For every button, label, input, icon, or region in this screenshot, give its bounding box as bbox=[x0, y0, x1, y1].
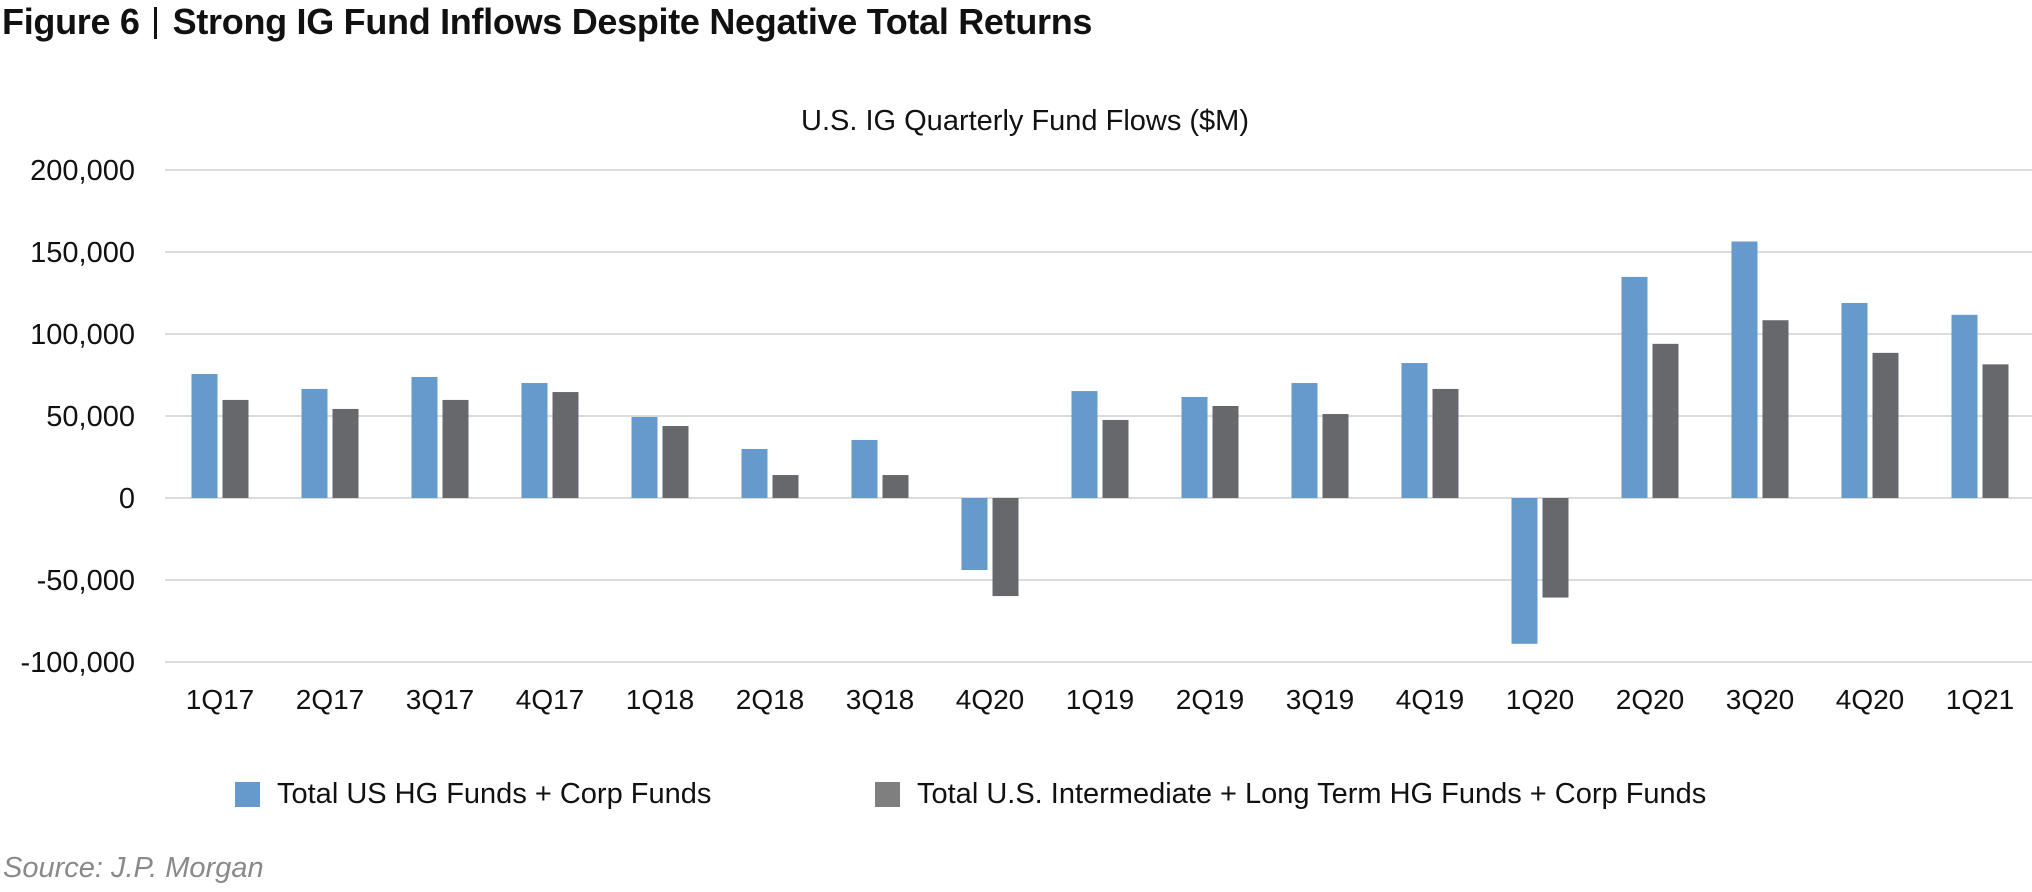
x-tick-label: 2Q20 bbox=[1616, 684, 1685, 715]
bar-series1-1q17 bbox=[191, 374, 218, 498]
bar-series2-1q18 bbox=[662, 426, 689, 498]
bar-series2-4q19 bbox=[1432, 388, 1459, 498]
legend-swatch-gray bbox=[875, 781, 900, 807]
x-tick-label: 4Q20 bbox=[1836, 684, 1905, 715]
bar-series2-1q17 bbox=[222, 399, 249, 498]
y-tick-label: 0 bbox=[119, 483, 135, 515]
bar-series2-3q18 bbox=[882, 475, 909, 498]
x-tick-label: 3Q18 bbox=[846, 684, 915, 715]
chart-title: U.S. IG Quarterly Fund Flows ($M) bbox=[801, 105, 1249, 137]
legend-item-series1: Total US HG Funds + Corp Funds bbox=[235, 774, 711, 814]
x-tick-label: 3Q20 bbox=[1726, 684, 1795, 715]
x-tick-label: 4Q19 bbox=[1396, 684, 1465, 715]
figure-label: Figure 6 bbox=[2, 1, 140, 42]
bar-series2-4q17 bbox=[552, 392, 579, 498]
bar-series1-3q17 bbox=[411, 376, 438, 498]
y-tick-label: 100,000 bbox=[30, 319, 135, 351]
bar-series1-4q19 bbox=[1401, 363, 1428, 498]
x-tick-label: 2Q18 bbox=[736, 684, 805, 715]
bar-series2-1q20 bbox=[1542, 498, 1569, 598]
bar-series1-3q19 bbox=[1291, 383, 1318, 498]
bar-series1-2q17 bbox=[301, 388, 328, 498]
bar-series1-3q20 bbox=[1731, 241, 1758, 498]
y-tick-label: -50,000 bbox=[37, 565, 135, 597]
x-tick-label: 1Q19 bbox=[1066, 684, 1135, 715]
x-tick-label: 1Q17 bbox=[186, 684, 255, 715]
y-axis: 200,000 150,000 100,000 50,000 0 -50,000 -100,… bbox=[21, 155, 136, 679]
legend: Total US HG Funds + Corp Funds Total U.S… bbox=[0, 774, 2032, 814]
bar-series1-2q20 bbox=[1621, 276, 1648, 498]
x-tick-label: 1Q18 bbox=[626, 684, 695, 715]
bar-series2-4q20 bbox=[1872, 352, 1899, 498]
bar-series1-2q19 bbox=[1181, 396, 1208, 498]
x-tick-label: 4Q17 bbox=[516, 684, 585, 715]
bar-series2-1q19 bbox=[1102, 419, 1129, 498]
bar-series2-2q20 bbox=[1652, 343, 1679, 498]
x-tick-label: 4Q20 bbox=[956, 684, 1025, 715]
bar-series2-2q19 bbox=[1212, 405, 1239, 498]
x-tick-label: 1Q21 bbox=[1946, 684, 2015, 715]
title-separator bbox=[153, 7, 157, 39]
bar-series1-1q18 bbox=[631, 416, 658, 498]
y-tick-label: -100,000 bbox=[21, 647, 136, 679]
x-tick-label: 3Q17 bbox=[406, 684, 475, 715]
bar-series1-4q20 bbox=[961, 498, 988, 570]
x-tick-label: 3Q19 bbox=[1286, 684, 1355, 715]
y-tick-label: 150,000 bbox=[30, 237, 135, 269]
bar-series1-1q21 bbox=[1951, 314, 1978, 498]
bar-series1-4q20 bbox=[1841, 303, 1868, 498]
figure-headline: Strong IG Fund Inflows Despite Negative … bbox=[172, 1, 1093, 42]
bar-series1-1q20 bbox=[1511, 498, 1538, 644]
bar-series2-3q19 bbox=[1322, 414, 1349, 498]
x-tick-label: 2Q17 bbox=[296, 684, 365, 715]
bar-series2-1q21 bbox=[1982, 364, 2009, 498]
y-tick-label: 50,000 bbox=[46, 401, 135, 433]
x-tick-label: 2Q19 bbox=[1176, 684, 1245, 715]
legend-item-series2: Total U.S. Intermediate + Long Term HG F… bbox=[875, 774, 1706, 814]
y-tick-label: 200,000 bbox=[30, 155, 135, 187]
legend-label: Total US HG Funds + Corp Funds bbox=[277, 778, 712, 810]
bar-series1-1q19 bbox=[1071, 391, 1098, 498]
legend-label: Total U.S. Intermediate + Long Term HG F… bbox=[917, 778, 1707, 810]
bar-series1-4q17 bbox=[521, 383, 548, 498]
gridlines bbox=[165, 169, 2032, 663]
bars bbox=[191, 241, 2009, 644]
bar-series1-3q18 bbox=[851, 439, 878, 498]
bar-series2-3q20 bbox=[1762, 320, 1789, 498]
figure-title: Figure 6 Strong IG Fund Inflows Despite N… bbox=[2, 0, 1092, 44]
bar-series2-2q18 bbox=[772, 475, 799, 498]
x-axis: 1Q17 2Q17 3Q17 4Q17 1Q18 2Q18 3Q18 4Q20 1Q19 2Q19… bbox=[186, 684, 2015, 715]
source-note: Source: J.P. Morgan bbox=[3, 852, 264, 884]
bar-series2-4q20 bbox=[992, 498, 1019, 597]
bar-series2-3q17 bbox=[442, 399, 469, 498]
bar-series1-2q18 bbox=[741, 448, 768, 498]
legend-swatch-blue bbox=[235, 781, 260, 807]
bar-series2-2q17 bbox=[332, 408, 359, 498]
x-tick-label: 1Q20 bbox=[1506, 684, 1575, 715]
